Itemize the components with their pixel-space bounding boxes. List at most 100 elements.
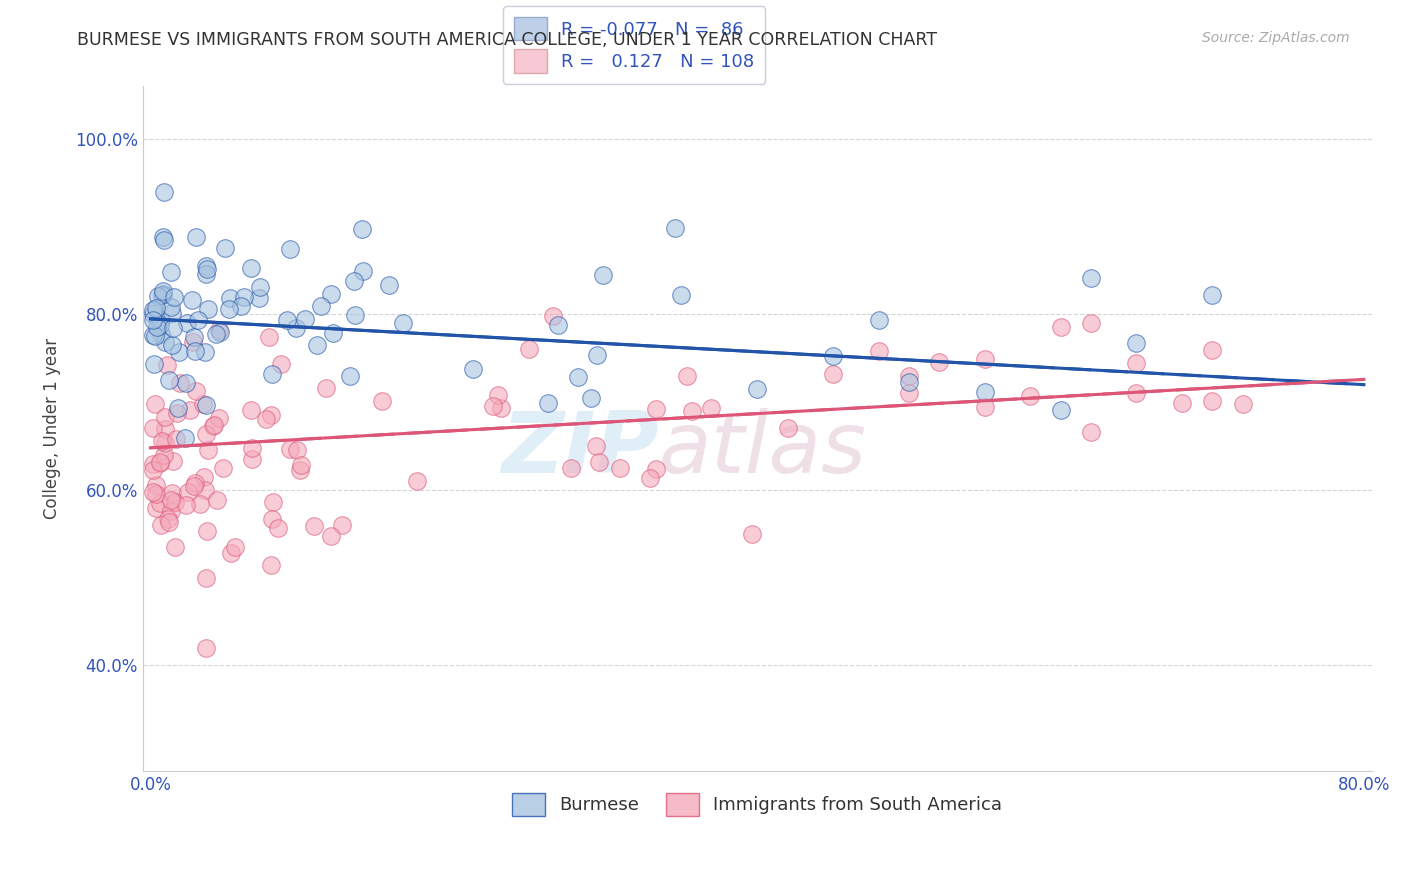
Point [209, 326, 232, 340]
Point [276, 313, 298, 327]
Point [897, 375, 920, 389]
Point [162, 486, 184, 500]
Point [202, 417, 225, 432]
Point [315, 381, 337, 395]
Text: ZIP: ZIP [502, 408, 659, 491]
Point [201, 419, 224, 434]
Point [821, 367, 844, 381]
Point [260, 512, 283, 526]
Point [581, 391, 603, 405]
Point [159, 492, 181, 507]
Point [343, 274, 366, 288]
Point [260, 558, 283, 572]
Point [197, 301, 219, 316]
Point [176, 498, 198, 512]
Point [174, 376, 197, 390]
Point [224, 541, 246, 555]
Point [219, 291, 242, 305]
Point [156, 511, 179, 525]
Point [322, 326, 344, 341]
Point [194, 344, 217, 359]
Point [609, 461, 631, 475]
Point [219, 546, 242, 560]
Point [195, 267, 218, 281]
Point [153, 233, 176, 247]
Point [194, 483, 217, 497]
Point [167, 401, 190, 415]
Point [1080, 270, 1102, 285]
Point [143, 329, 166, 343]
Point [143, 397, 166, 411]
Point [195, 571, 218, 585]
Point [149, 326, 172, 341]
Point [145, 477, 167, 491]
Point [163, 540, 186, 554]
Point [645, 402, 668, 417]
Point [319, 528, 342, 542]
Point [195, 427, 218, 442]
Point [150, 434, 173, 448]
Point [406, 474, 429, 488]
Point [377, 277, 399, 292]
Point [143, 357, 166, 371]
Point [194, 640, 217, 655]
Point [163, 290, 186, 304]
Point [664, 221, 686, 235]
Point [1049, 320, 1071, 334]
Point [142, 307, 165, 321]
Point [821, 350, 844, 364]
Point [1080, 425, 1102, 439]
Point [486, 388, 509, 402]
Point [285, 321, 308, 335]
Point [152, 185, 174, 199]
Point [897, 369, 920, 384]
Point [371, 394, 394, 409]
Point [741, 527, 763, 541]
Point [187, 313, 209, 327]
Point [205, 326, 228, 341]
Point [675, 369, 697, 384]
Point [481, 399, 503, 413]
Point [157, 515, 180, 529]
Point [645, 462, 668, 476]
Point [197, 443, 219, 458]
Point [280, 442, 302, 457]
Point [229, 299, 252, 313]
Point [592, 268, 614, 283]
Point [166, 406, 188, 420]
Point [290, 463, 312, 477]
Point [183, 479, 205, 493]
Point [149, 455, 172, 469]
Point [188, 497, 211, 511]
Point [262, 495, 284, 509]
Point [973, 384, 995, 399]
Point [193, 469, 215, 483]
Point [153, 335, 176, 350]
Point [157, 372, 180, 386]
Point [195, 261, 218, 276]
Point [586, 348, 609, 362]
Text: BURMESE VS IMMIGRANTS FROM SOUTH AMERICA COLLEGE, UNDER 1 YEAR CORRELATION CHART: BURMESE VS IMMIGRANTS FROM SOUTH AMERICA… [77, 31, 938, 49]
Point [149, 496, 172, 510]
Point [145, 301, 167, 315]
Legend: Burmese, Immigrants from South America: Burmese, Immigrants from South America [505, 786, 1010, 823]
Point [638, 470, 661, 484]
Point [184, 230, 207, 244]
Point [240, 451, 263, 466]
Point [193, 397, 215, 411]
Point [173, 431, 195, 445]
Point [184, 384, 207, 399]
Point [309, 299, 332, 313]
Point [352, 222, 374, 236]
Point [142, 327, 165, 342]
Point [260, 408, 283, 422]
Point [294, 311, 316, 326]
Point [776, 420, 799, 434]
Point [181, 334, 204, 349]
Point [868, 343, 890, 358]
Point [339, 368, 361, 383]
Point [1080, 317, 1102, 331]
Point [165, 432, 187, 446]
Text: Source: ZipAtlas.com: Source: ZipAtlas.com [1202, 31, 1350, 45]
Point [280, 242, 302, 256]
